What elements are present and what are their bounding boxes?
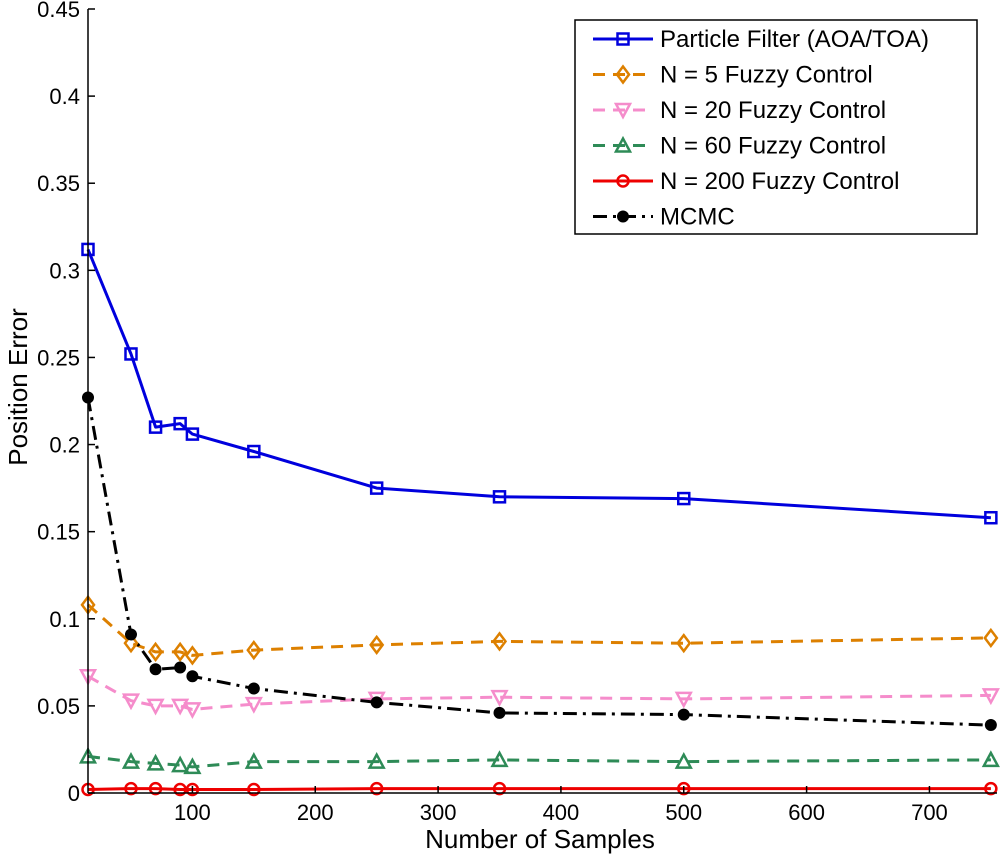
x-tick-label: 600 (788, 800, 825, 825)
data-point (124, 781, 138, 796)
x-tick-label: 500 (665, 800, 702, 825)
data-point (247, 682, 260, 695)
data-point (370, 696, 383, 709)
legend-marker (613, 135, 633, 153)
data-point (492, 781, 507, 796)
data-point (490, 689, 509, 707)
legend-entry: Particle Filter (AOA/TOA) (660, 26, 929, 53)
data-point (172, 641, 188, 662)
data-point (121, 752, 141, 769)
data-point (244, 752, 263, 769)
data-point (148, 781, 163, 796)
legend-marker (615, 64, 631, 85)
data-point (244, 696, 263, 714)
x-tick-label: 700 (911, 800, 948, 825)
data-point (674, 691, 693, 709)
data-point (369, 781, 384, 796)
data-point (984, 510, 998, 525)
data-point (124, 347, 138, 361)
legend: Particle Filter (AOA/TOA) N = 5 Fuzzy Con… (574, 19, 978, 235)
data-point (185, 427, 200, 441)
data-point (247, 782, 261, 797)
legend-marker (616, 174, 630, 188)
data-point (369, 634, 385, 655)
data-point (171, 755, 190, 773)
y-tick-label: 0.4 (49, 84, 80, 109)
data-point (493, 706, 506, 719)
x-tick-label: 400 (543, 800, 580, 825)
legend-entry: N = 200 Fuzzy Control (660, 168, 899, 195)
data-point (173, 782, 187, 797)
data-point (146, 753, 165, 771)
legend-marker (613, 102, 633, 120)
series-line-1 (86, 248, 991, 520)
y-tick-label: 0.15 (37, 520, 80, 545)
legend-entry: N = 60 Fuzzy Control (660, 133, 886, 160)
y-tick-label: 0.1 (49, 607, 80, 632)
data-point (183, 702, 202, 720)
data-point (369, 481, 384, 495)
data-point (173, 416, 187, 431)
data-point (981, 688, 1000, 706)
data-point (491, 631, 508, 652)
data-point (183, 757, 202, 775)
legend-entry: N = 20 Fuzzy Control (660, 97, 886, 124)
data-point (984, 719, 997, 732)
data-point (490, 750, 509, 768)
data-point (367, 752, 386, 769)
data-point (492, 490, 507, 504)
data-point (174, 661, 187, 674)
data-point (677, 491, 691, 506)
y-tick-label: 0.45 (37, 0, 80, 22)
series-line-6 (86, 397, 991, 727)
data-point (147, 641, 164, 662)
y-tick-label: 0.3 (49, 258, 80, 283)
data-point (184, 645, 200, 666)
data-point (171, 698, 190, 716)
data-point (148, 420, 163, 434)
x-tick-label: 100 (174, 800, 211, 825)
x-tick-label: 300 (420, 800, 457, 825)
data-point (677, 781, 691, 796)
data-point (123, 633, 139, 654)
series-line-2 (87, 603, 991, 657)
legend-entry: N = 5 Fuzzy Control (660, 62, 873, 89)
x-tick-label: 200 (297, 800, 334, 825)
plot-lines (86, 248, 991, 791)
legend-marker (616, 32, 630, 46)
series-line-4 (87, 754, 991, 769)
data-point (674, 752, 693, 769)
series-line-3 (87, 674, 991, 711)
legend-marker (617, 210, 629, 223)
data-point (247, 444, 261, 459)
legend-box (574, 19, 978, 235)
data-point (676, 633, 692, 654)
data-point (149, 663, 162, 676)
data-point (981, 750, 1000, 768)
y-tick-label: 0.05 (37, 694, 80, 719)
data-point (186, 670, 199, 683)
data-point (146, 698, 165, 716)
series-line-5 (87, 787, 991, 791)
data-point (677, 708, 690, 721)
data-point (984, 781, 998, 796)
legend-entry: MCMC (660, 204, 735, 231)
data-point (246, 640, 262, 661)
y-axis-label: Position Error (3, 308, 33, 466)
data-point (185, 782, 200, 797)
data-point (983, 627, 999, 649)
y-tick-label: 0.2 (49, 433, 80, 458)
y-tick-label: 0.35 (37, 171, 80, 196)
y-tick-label: 0 (68, 781, 80, 806)
data-point (124, 628, 137, 641)
axes: 0 0.05 0.1 0.15 0.2 0.25 0.3 0.35 0.4 0.45 100 200 3… (37, 0, 997, 825)
data-point (121, 693, 141, 711)
x-axis-label: Number of Samples (425, 824, 655, 854)
y-tick-label: 0.25 (37, 345, 80, 370)
